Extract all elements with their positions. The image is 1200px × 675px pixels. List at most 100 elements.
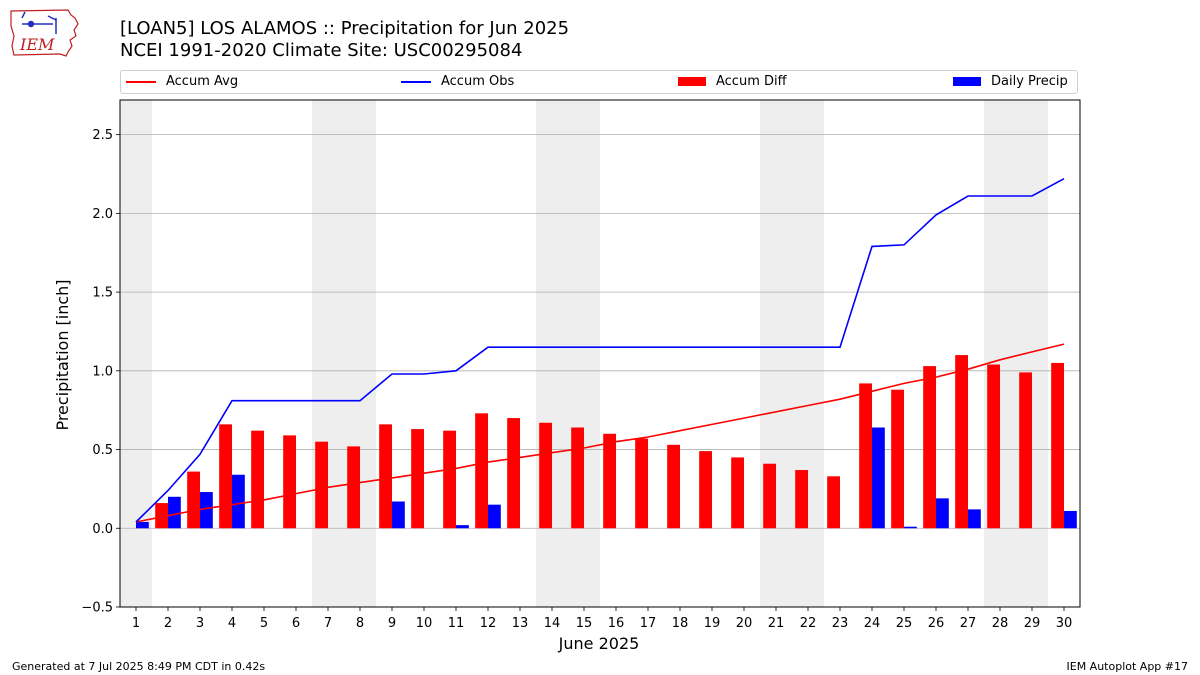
x-tick-label: 30 xyxy=(1056,616,1073,631)
bar-daily-precip xyxy=(392,501,405,529)
legend-swatch-daily-precip xyxy=(953,77,981,86)
legend-swatch-accum-diff xyxy=(678,77,706,86)
bar-accum-diff xyxy=(955,355,968,529)
legend-label-daily-precip: Daily Precip xyxy=(991,74,1068,89)
legend-item-accum-avg: Accum Avg xyxy=(126,74,238,90)
y-tick-label: 1.5 xyxy=(92,286,113,301)
x-tick-label: 11 xyxy=(448,616,465,631)
x-tick-label: 4 xyxy=(228,616,236,631)
bar-daily-precip xyxy=(968,509,981,529)
weekend-band-3 xyxy=(760,100,824,607)
bar-daily-precip xyxy=(232,474,245,529)
bar-accum-diff xyxy=(699,451,712,529)
x-tick-label: 1 xyxy=(132,616,140,631)
weekend-band-1 xyxy=(312,100,376,607)
legend-label-accum-diff: Accum Diff xyxy=(716,74,787,89)
x-tick-label: 27 xyxy=(960,616,977,631)
bar-accum-diff xyxy=(475,413,488,529)
bar-accum-diff xyxy=(315,441,328,529)
x-tick-label: 7 xyxy=(324,616,332,631)
plot-frame xyxy=(119,99,1081,608)
bar-accum-diff xyxy=(1019,372,1032,529)
bar-daily-precip xyxy=(200,492,213,529)
bar-accum-diff xyxy=(635,438,648,529)
x-tick-label: 16 xyxy=(608,616,625,631)
bar-daily-precip xyxy=(904,526,917,529)
bar-accum-diff xyxy=(411,429,424,529)
bar-accum-diff xyxy=(187,471,200,529)
x-tick-label: 15 xyxy=(576,616,593,631)
footer-generated: Generated at 7 Jul 2025 8:49 PM CDT in 0… xyxy=(12,660,266,673)
legend-item-daily-precip: Daily Precip xyxy=(953,74,1068,90)
weekend-band-2 xyxy=(536,100,600,607)
y-axis-label: Precipitation [inch] xyxy=(53,279,72,430)
bar-accum-diff xyxy=(539,422,552,529)
x-tick-label: 29 xyxy=(1024,616,1041,631)
bar-accum-diff xyxy=(891,389,904,529)
legend-label-accum-avg: Accum Avg xyxy=(166,74,239,89)
bar-accum-diff xyxy=(667,444,680,529)
bar-accum-diff xyxy=(923,366,936,529)
x-axis-label: June 2025 xyxy=(558,634,640,653)
x-tick-label: 9 xyxy=(388,616,396,631)
x-tick-label: 20 xyxy=(736,616,753,631)
bar-daily-precip xyxy=(168,496,181,529)
iowa-state-outline-icon xyxy=(10,9,79,57)
x-tick-label: 12 xyxy=(480,616,497,631)
legend-label-accum-obs: Accum Obs xyxy=(441,74,515,89)
x-tick-label: 24 xyxy=(864,616,881,631)
bar-accum-diff xyxy=(155,503,168,529)
bar-accum-diff xyxy=(1051,362,1064,529)
bar-accum-diff xyxy=(443,430,456,529)
x-tick-label: 3 xyxy=(196,616,204,631)
chart-title: [LOAN5] LOS ALAMOS :: Precipitation for … xyxy=(120,18,570,39)
y-tick-label: −0.5 xyxy=(81,601,113,616)
weather-station-icon xyxy=(21,11,57,34)
line-accum-avg xyxy=(135,343,1065,523)
y-tick-label: 0.5 xyxy=(92,443,113,458)
bar-daily-precip xyxy=(136,521,149,529)
bars xyxy=(136,355,1077,529)
legend-item-accum-diff: Accum Diff xyxy=(678,74,787,90)
y-tick-label: 1.0 xyxy=(92,364,113,379)
bar-accum-diff xyxy=(251,430,264,529)
legend: Accum Avg Accum Obs Accum Diff Daily Pre… xyxy=(120,70,1078,94)
bar-accum-diff xyxy=(571,427,584,529)
bar-accum-diff xyxy=(219,424,232,529)
axes: −0.50.00.51.01.52.02.51 2 3 4 5 6 7 8 9 10 11 12 13 1… xyxy=(81,99,1081,631)
weekend-band-4 xyxy=(984,100,1048,607)
x-tick-label: 28 xyxy=(992,616,1009,631)
legend-swatch-accum-avg xyxy=(126,80,156,83)
x-tick-label: 10 xyxy=(416,616,433,631)
bar-accum-diff xyxy=(347,446,360,529)
y-tick-label: 0.0 xyxy=(92,522,113,537)
bar-accum-diff xyxy=(379,424,392,529)
bar-daily-precip xyxy=(456,525,469,529)
bar-accum-diff xyxy=(987,364,1000,529)
x-tick-label: 23 xyxy=(832,616,849,631)
bar-accum-diff xyxy=(283,435,296,529)
y-tick-label: 2.5 xyxy=(92,128,113,143)
bar-daily-precip xyxy=(1064,510,1077,529)
y-tick-label: 2.0 xyxy=(92,207,113,222)
bar-daily-precip xyxy=(936,498,949,529)
x-tick-label: 8 xyxy=(356,616,364,631)
x-tick-label: 26 xyxy=(928,616,945,631)
chart-subtitle: NCEI 1991-2020 Climate Site: USC00295084 xyxy=(120,40,523,61)
footer-app: IEM Autoplot App #17 xyxy=(1066,660,1189,673)
line-accum-obs xyxy=(135,177,1065,523)
bar-daily-precip xyxy=(488,504,501,529)
x-tick-label: 21 xyxy=(768,616,785,631)
bar-accum-diff xyxy=(859,383,872,529)
bar-accum-diff xyxy=(763,463,776,529)
x-tick-label: 22 xyxy=(800,616,817,631)
x-tick-label: 13 xyxy=(512,616,529,631)
bar-accum-diff xyxy=(827,476,840,529)
legend-swatch-accum-obs xyxy=(401,80,431,83)
bar-daily-precip xyxy=(872,427,885,529)
iem-logo: IEM xyxy=(10,9,79,57)
weekend-band-0 xyxy=(120,100,152,607)
logo-text: IEM xyxy=(19,35,55,54)
x-tick-label: 18 xyxy=(672,616,689,631)
